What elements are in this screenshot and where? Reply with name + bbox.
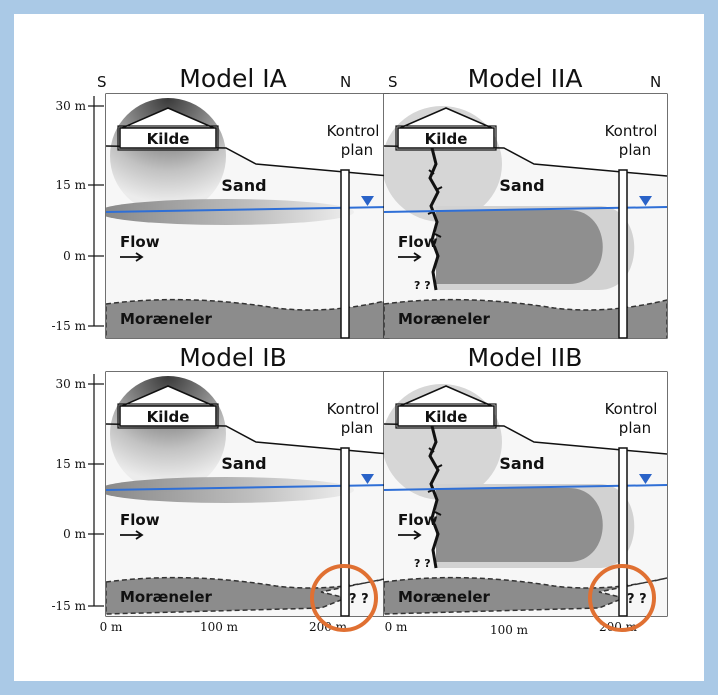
y-tick-label: 0 m (63, 527, 86, 541)
kilde-building-outline (117, 125, 219, 151)
y-tick-label: 15 m (56, 457, 87, 471)
clay-unknown-label: ? ? (349, 592, 369, 607)
y-axis-top: 30 m 15 m 0 m -15 m (51, 96, 104, 333)
x-tick-label: 100 m (490, 623, 529, 637)
clay-layer (106, 298, 389, 338)
panel-model-iib: ? ? Kilde Kontrol plan Sand Flow Morænel… (383, 371, 668, 632)
plan-label: plan (619, 419, 651, 437)
x-tick-label: 0 m (100, 620, 123, 634)
panel-model-iia: ? ? Kilde Kontrol plan Sand Flow Morænel… (383, 93, 668, 339)
dissolved-plume (106, 477, 354, 503)
control-plane-well (618, 169, 628, 339)
flow-label: Flow (120, 511, 160, 529)
north-label: N (650, 73, 661, 91)
y-tick-label: 30 m (56, 377, 87, 391)
panel-model-ia: Kilde Kontrol plan Sand Flow Moræneler (105, 93, 390, 339)
panel-title-iia: Model IIA (468, 64, 583, 93)
flow-label: Flow (398, 233, 438, 251)
x-tick-label: 100 m (200, 620, 239, 634)
kilde-building (397, 127, 495, 149)
panel-title-iib: Model IIB (468, 343, 583, 372)
kilde-building-outline (117, 403, 219, 429)
fracture-pathway (428, 425, 440, 569)
dissolved-plume-inner (436, 488, 603, 562)
south-label: S (388, 73, 398, 91)
control-plane-well (618, 447, 628, 617)
kilde-building-outline (395, 125, 497, 151)
moraeneler-label: Moræneler (398, 310, 491, 328)
highlight-circle (588, 564, 656, 632)
flow-arrow-icon (398, 252, 422, 262)
x-tick-label: 0 m (385, 620, 408, 634)
dissolved-plume-inner (436, 210, 603, 284)
kontrol-label: Kontrol (605, 400, 658, 418)
panel-title-ib: Model IB (179, 343, 287, 372)
kilde-building-outline (395, 403, 497, 429)
figure-frame: S N S N Model IA Model IIA Model IB Mode… (14, 14, 704, 681)
flow-arrow-icon (120, 530, 144, 540)
kontrol-label: Kontrol (605, 122, 658, 140)
moraeneler-label: Moræneler (120, 588, 213, 606)
y-tick-label: 30 m (56, 99, 87, 113)
y-tick-label: 15 m (56, 178, 87, 192)
plan-label: plan (619, 141, 651, 159)
panel-title-ia: Model IA (179, 64, 286, 93)
water-table-marker-icon (639, 196, 652, 206)
sand-label: Sand (499, 176, 544, 195)
clay-layer (384, 298, 667, 338)
kilde-label: Kilde (147, 130, 190, 148)
plan-label: plan (341, 419, 373, 437)
fracture-branches (427, 447, 443, 516)
model-comparison-diagram: S N S N Model IA Model IIA Model IB Mode… (51, 64, 668, 637)
sand-label: Sand (221, 454, 266, 473)
clay-unknown-label: ? ? (627, 592, 647, 607)
moraeneler-label: Moræneler (120, 310, 213, 328)
flow-label: Flow (120, 233, 160, 251)
sand-label: Sand (499, 454, 544, 473)
control-plane-well (340, 447, 350, 617)
y-tick-label: -15 m (51, 319, 86, 333)
fracture-pathway (428, 147, 440, 291)
water-table-marker-icon (639, 474, 652, 484)
clay-layer (384, 576, 667, 615)
y-tick-label: 0 m (63, 249, 86, 263)
north-label: N (340, 73, 351, 91)
highlight-circle (310, 564, 378, 632)
water-table-marker-icon (361, 196, 374, 206)
dissolved-plume (106, 199, 354, 225)
water-table-marker-icon (361, 474, 374, 484)
plan-label: plan (341, 141, 373, 159)
kontrol-label: Kontrol (327, 400, 380, 418)
kilde-building (119, 127, 217, 149)
y-tick-label: -15 m (51, 599, 86, 613)
moraeneler-label: Moræneler (398, 588, 491, 606)
fracture-branches (427, 169, 443, 238)
kontrol-label: Kontrol (327, 122, 380, 140)
kilde-label: Kilde (425, 130, 468, 148)
control-plane-well (340, 169, 350, 339)
south-label: S (97, 73, 107, 91)
panel-model-ib: Kilde Kontrol plan Sand Flow Moræneler ?… (105, 371, 390, 632)
kilde-building (119, 405, 217, 427)
y-axis-bottom: 30 m 15 m 0 m -15 m (51, 374, 104, 613)
flow-arrow-icon (120, 252, 144, 262)
flow-arrow-icon (398, 530, 422, 540)
kilde-building (397, 405, 495, 427)
flow-label: Flow (398, 511, 438, 529)
source-unknown-label: ? ? (414, 557, 431, 570)
sand-label: Sand (221, 176, 266, 195)
source-unknown-label: ? ? (414, 279, 431, 292)
kilde-label: Kilde (147, 408, 190, 426)
kilde-label: Kilde (425, 408, 468, 426)
